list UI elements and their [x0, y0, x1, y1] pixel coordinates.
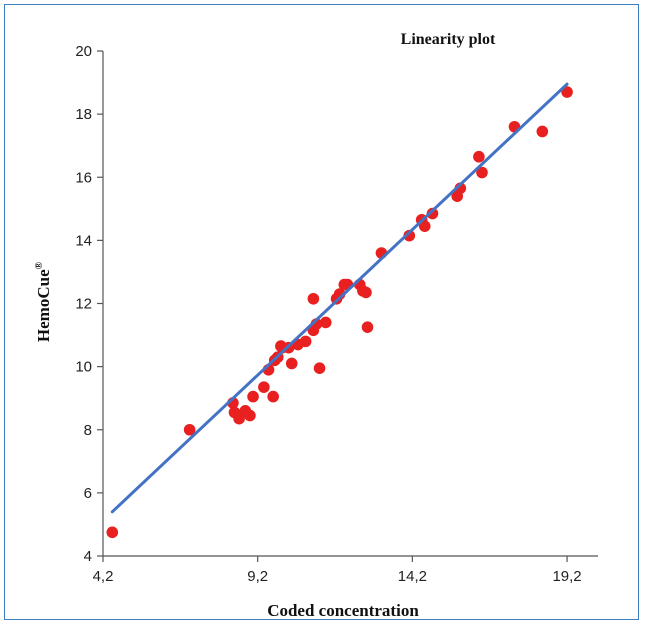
y-tick-label: 10 [75, 359, 92, 376]
data-point [313, 362, 326, 375]
y-axis-title-text: HemoCue [34, 269, 53, 342]
data-point [258, 381, 270, 393]
data-point [426, 207, 439, 220]
y-tick-label: 8 [84, 422, 92, 439]
trend-line [110, 82, 569, 514]
data-point [561, 86, 573, 98]
data-point [106, 526, 119, 539]
data-points [106, 86, 573, 539]
data-point [536, 125, 549, 138]
data-point [361, 321, 374, 333]
x-tick-label: 9,2 [247, 568, 268, 585]
data-point [403, 229, 416, 242]
data-point [307, 292, 320, 305]
data-point [299, 335, 312, 348]
data-point [319, 316, 332, 329]
data-point [183, 423, 196, 436]
data-point [473, 150, 485, 163]
y-ticks: 4 6 8 10 12 14 16 18 20 [75, 43, 103, 565]
y-tick-label: 4 [84, 548, 92, 565]
y-tick-label: 18 [75, 106, 92, 123]
x-tick-label: 14,2 [398, 568, 427, 585]
data-point [418, 220, 431, 232]
y-tick-label: 16 [75, 169, 92, 186]
y-axis-title: HemoCue® [34, 261, 53, 342]
x-tick-label: 19,2 [552, 568, 581, 585]
data-point [267, 390, 279, 403]
chart-title: Linearity plot [401, 31, 496, 48]
y-tick-label: 20 [75, 43, 92, 60]
data-point [360, 286, 372, 299]
x-tick-label: 4,2 [93, 568, 114, 585]
y-tick-label: 12 [75, 296, 92, 313]
y-tick-label: 14 [75, 232, 92, 249]
x-ticks: 4,2 9,2 14,2 19,2 [93, 556, 582, 585]
registered-mark: ® [34, 261, 45, 269]
data-point [247, 390, 259, 403]
data-point [233, 412, 245, 425]
data-point [244, 409, 256, 422]
data-point [476, 166, 488, 179]
data-point [285, 357, 298, 370]
y-tick-label: 6 [84, 485, 92, 502]
chart-frame [4, 4, 639, 620]
x-axis-title: Coded concentration [267, 601, 419, 620]
